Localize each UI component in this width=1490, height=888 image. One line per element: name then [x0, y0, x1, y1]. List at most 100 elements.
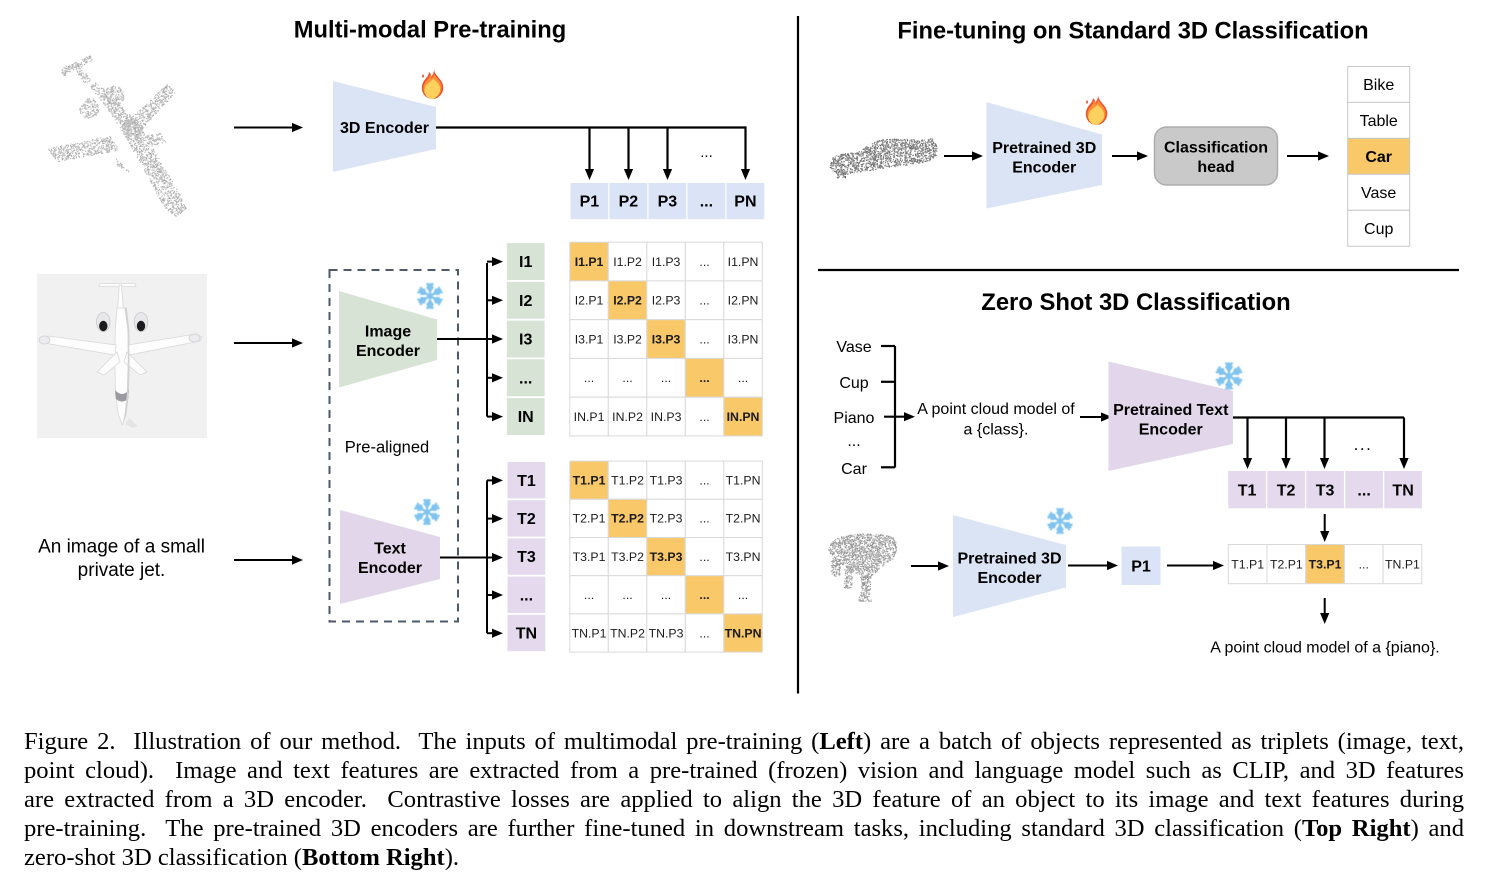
svg-text:T2: T2: [1277, 482, 1296, 499]
svg-text:head: head: [1197, 159, 1234, 176]
svg-text:T3: T3: [517, 549, 536, 566]
svg-text:...: ...: [847, 433, 860, 450]
svg-text:TN.P3: TN.P3: [649, 626, 684, 640]
svg-text:I3.P2: I3.P2: [613, 332, 642, 346]
svg-text:I1.P2: I1.P2: [613, 255, 642, 269]
svg-text:TN.P1: TN.P1: [572, 626, 607, 640]
svg-text:Encoder: Encoder: [356, 343, 420, 360]
svg-text:Pretrained 3D: Pretrained 3D: [957, 550, 1061, 567]
svg-text:PN: PN: [734, 194, 756, 211]
svg-text:Image: Image: [365, 324, 411, 341]
svg-text:Pre-aligned: Pre-aligned: [345, 439, 429, 457]
svg-text:Fine-tuning on Standard 3D Cla: Fine-tuning on Standard 3D Classificatio…: [897, 19, 1368, 45]
svg-text:...: ...: [584, 588, 594, 602]
svg-text:P1: P1: [1131, 558, 1151, 575]
svg-text:I2: I2: [519, 293, 532, 310]
svg-text:IN.P3: IN.P3: [651, 410, 682, 424]
svg-text:P3: P3: [658, 194, 678, 211]
svg-text:Pretrained Text: Pretrained Text: [1113, 402, 1229, 419]
svg-text:...: ...: [738, 588, 748, 602]
svg-text:...: ...: [699, 550, 709, 564]
svg-text:P1: P1: [580, 194, 600, 211]
svg-text:I1.PN: I1.PN: [728, 255, 759, 269]
svg-text:T1.P1: T1.P1: [573, 474, 606, 488]
svg-text:...: ...: [1359, 557, 1369, 571]
svg-text:T2.P3: T2.P3: [650, 512, 683, 526]
svg-text:Cup: Cup: [839, 375, 868, 392]
svg-text:TN: TN: [1392, 482, 1413, 499]
svg-text:...: ...: [622, 588, 632, 602]
svg-text:I3.P3: I3.P3: [652, 332, 681, 346]
svg-text:...: ...: [699, 255, 709, 269]
svg-text:T3.P2: T3.P2: [611, 550, 644, 564]
svg-text:...: ...: [1354, 435, 1373, 454]
svg-text:...: ...: [699, 332, 709, 346]
svg-text:TN: TN: [516, 626, 537, 643]
svg-text:IN: IN: [518, 409, 534, 426]
svg-text:Encoder: Encoder: [358, 560, 422, 577]
svg-text:T2.P2: T2.P2: [611, 512, 644, 526]
svg-text:T3.PN: T3.PN: [726, 550, 761, 564]
svg-text:T2.P1: T2.P1: [1270, 557, 1303, 571]
svg-text:T3: T3: [1316, 482, 1335, 499]
svg-text:I2.PN: I2.PN: [728, 294, 759, 308]
svg-text:Piano: Piano: [834, 410, 875, 427]
svg-text:I2.P2: I2.P2: [613, 294, 642, 308]
svg-text:...: ...: [584, 371, 594, 385]
svg-text:IN.P1: IN.P1: [574, 410, 605, 424]
svg-text:P2: P2: [619, 194, 639, 211]
svg-text:...: ...: [699, 588, 709, 602]
svg-text:Pretrained 3D: Pretrained 3D: [992, 140, 1096, 157]
svg-text:...: ...: [699, 294, 709, 308]
svg-text:...: ...: [699, 371, 709, 385]
svg-text:T1.P2: T1.P2: [611, 474, 644, 488]
svg-text:Table: Table: [1360, 113, 1398, 130]
svg-text:T2: T2: [517, 511, 536, 528]
svg-text:Multi-modal Pre-training: Multi-modal Pre-training: [294, 18, 566, 44]
svg-text:...: ...: [699, 410, 709, 424]
svg-text:T3.P1: T3.P1: [1309, 557, 1342, 571]
svg-text:I2.P1: I2.P1: [575, 294, 604, 308]
svg-text:...: ...: [519, 370, 532, 387]
svg-text:Zero Shot 3D Classification: Zero Shot 3D Classification: [981, 289, 1290, 316]
svg-text:Car: Car: [1365, 149, 1392, 166]
svg-text:T1: T1: [1238, 482, 1257, 499]
svg-text:IN.PN: IN.PN: [727, 410, 760, 424]
svg-text:...: ...: [622, 371, 632, 385]
svg-text:I1: I1: [519, 254, 532, 271]
svg-text:...: ...: [699, 512, 709, 526]
svg-text:a {class}.: a {class}.: [964, 422, 1029, 439]
svg-text:A point cloud model of: A point cloud model of: [917, 401, 1075, 418]
svg-text:T1.P1: T1.P1: [1231, 557, 1264, 571]
svg-text:T3.P3: T3.P3: [650, 550, 683, 564]
svg-text:...: ...: [661, 371, 671, 385]
svg-text:I3: I3: [519, 332, 532, 349]
svg-text:Vase: Vase: [1361, 185, 1396, 202]
svg-text:Encoder: Encoder: [1012, 159, 1076, 176]
svg-text:TN.PN: TN.PN: [725, 626, 762, 640]
svg-text:T2.PN: T2.PN: [726, 512, 761, 526]
svg-text:3D Encoder: 3D Encoder: [340, 120, 429, 137]
svg-text:Text: Text: [374, 540, 406, 557]
svg-text:I3.PN: I3.PN: [728, 332, 759, 346]
svg-text:I2.P3: I2.P3: [652, 294, 681, 308]
svg-text:I3.P1: I3.P1: [575, 332, 604, 346]
svg-text:Cup: Cup: [1364, 221, 1393, 238]
svg-text:A point cloud model of a {pian: A point cloud model of a {piano}.: [1210, 640, 1440, 657]
svg-text:...: ...: [520, 587, 533, 604]
svg-text:Vase: Vase: [836, 339, 871, 356]
svg-text:Encoder: Encoder: [1139, 421, 1203, 438]
svg-text:T1.P3: T1.P3: [650, 474, 683, 488]
svg-text:...: ...: [661, 588, 671, 602]
svg-text:Car: Car: [841, 461, 867, 478]
svg-text:T1.PN: T1.PN: [726, 474, 761, 488]
svg-text:I1.P1: I1.P1: [575, 255, 604, 269]
svg-text:TN.P1: TN.P1: [1385, 557, 1420, 571]
svg-text:An image of a small: An image of a small: [38, 537, 205, 558]
svg-text:T1: T1: [517, 473, 536, 490]
svg-text:...: ...: [699, 626, 709, 640]
svg-text:I1.P3: I1.P3: [652, 255, 681, 269]
svg-text:Encoder: Encoder: [977, 570, 1041, 587]
svg-text:private jet.: private jet.: [78, 560, 166, 581]
svg-text:IN.P2: IN.P2: [612, 410, 643, 424]
